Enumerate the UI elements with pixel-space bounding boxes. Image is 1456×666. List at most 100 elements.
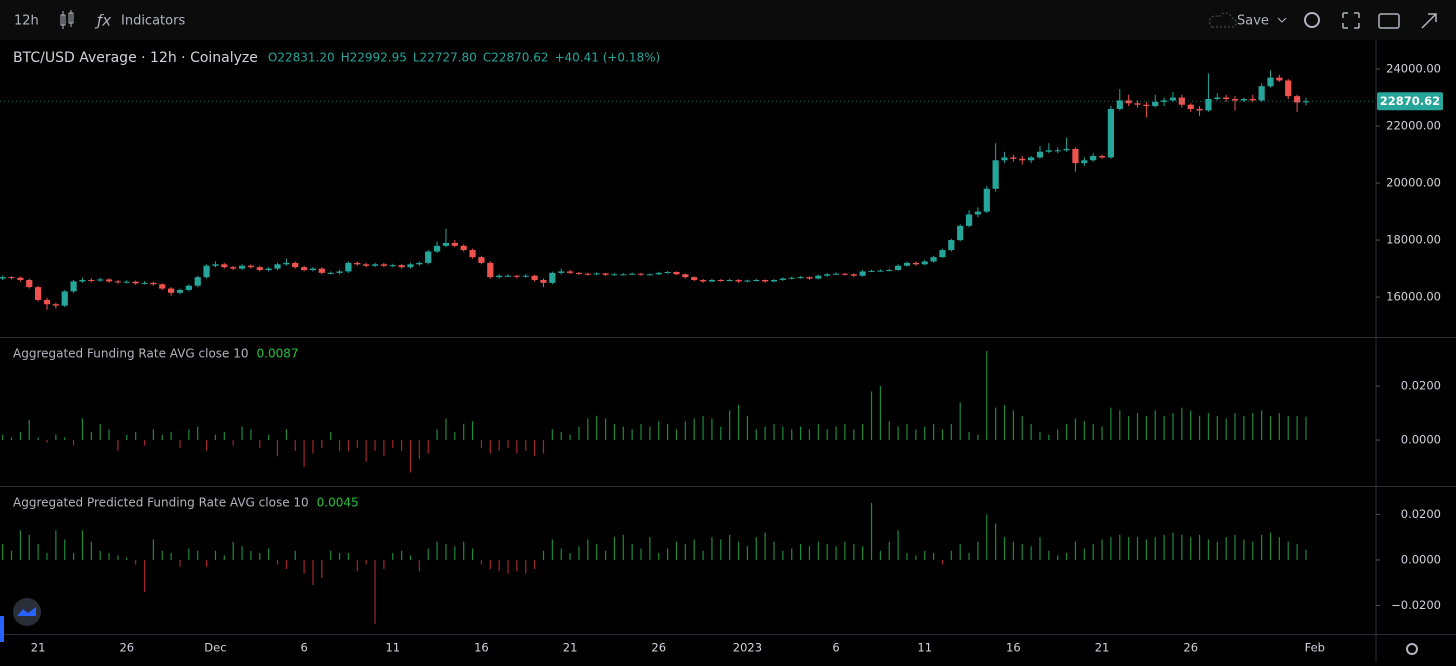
candle-body (992, 160, 999, 189)
candle-body (301, 267, 308, 271)
x-tick-label: 26 (1183, 641, 1198, 655)
candle-body (150, 282, 157, 285)
candle-body (1293, 96, 1301, 103)
indicators-icon[interactable]: ƒx (94, 12, 111, 30)
candle-body (1231, 99, 1239, 101)
legend-ohlc: C22870.62 (483, 51, 549, 65)
candle-body (1125, 100, 1132, 104)
legend-title: BTC/USD Average · 12h · Coinalyze (13, 50, 258, 66)
candle-body (416, 262, 423, 265)
candle-body (726, 279, 733, 281)
plot (2, 502, 1307, 624)
y-tick-label: 18000.00 (1386, 233, 1441, 247)
candle-body (159, 284, 166, 289)
candle-body (1302, 101, 1310, 103)
candle-body (957, 225, 964, 241)
candle-body (309, 268, 317, 271)
settings-icon[interactable] (1304, 12, 1320, 28)
candle-body (930, 257, 937, 262)
candle-body (779, 278, 786, 280)
candle-body (26, 279, 33, 288)
candle-body (815, 275, 822, 279)
candle-body (61, 291, 68, 306)
candle-body (70, 281, 77, 292)
toolbar (0, 0, 1456, 40)
candle-body (850, 274, 857, 276)
candle-body (1187, 104, 1194, 109)
candle-body (903, 262, 911, 266)
candle-body (1045, 150, 1052, 152)
snapshot-icon[interactable] (1378, 13, 1400, 29)
candle-body (620, 274, 627, 276)
candle-body (1240, 99, 1247, 101)
candle-body (1152, 101, 1159, 107)
candle-body (974, 211, 982, 215)
candle-body (141, 282, 148, 284)
candle-body (1001, 157, 1008, 161)
candle-body (1098, 156, 1106, 158)
candle-body (753, 279, 760, 281)
candle-body (948, 240, 955, 251)
x-tick-label: 11 (917, 641, 932, 655)
x-tick-label: 21 (31, 641, 46, 655)
candle-body (433, 245, 441, 252)
candle-body (123, 281, 130, 283)
candle-body (824, 274, 831, 276)
fullscreen-icon[interactable] (1342, 12, 1360, 29)
candle-body (1134, 103, 1141, 105)
candle-body (664, 272, 671, 274)
candle-body (744, 280, 751, 282)
candle-body (1116, 100, 1123, 109)
candle-body (487, 262, 494, 278)
candle-body (593, 273, 600, 275)
logo[interactable] (13, 598, 41, 626)
candle-body (221, 264, 228, 268)
x-tick-label: 16 (474, 641, 489, 655)
candle-body (1258, 86, 1265, 101)
candle-body (460, 245, 467, 251)
candle-body (425, 251, 432, 263)
candle-body (327, 272, 334, 274)
chart-type-icon[interactable] (60, 10, 74, 29)
candle-body (558, 271, 565, 273)
candle-body (1036, 151, 1044, 158)
save-menu-arrow[interactable] (1277, 17, 1287, 23)
candle-body (380, 264, 387, 266)
candle-body (318, 268, 325, 273)
candle-body (1276, 77, 1283, 81)
legend-ohlc: O22831.20 (268, 51, 335, 65)
last-price-tag (1377, 92, 1443, 111)
x-tick-label: 11 (385, 641, 400, 655)
candle-body (1285, 80, 1292, 97)
candle-body (965, 214, 973, 226)
candle-body (1178, 97, 1185, 105)
y-tick-label: 0.0200 (1401, 507, 1441, 521)
candle-body (983, 188, 990, 212)
axis-settings-icon[interactable] (1406, 643, 1418, 655)
candle-body (35, 287, 42, 300)
indicators-button[interactable]: Indicators (121, 14, 185, 29)
legend-value: 0.0045 (317, 496, 359, 510)
y-tick-label: 0.0200 (1401, 379, 1441, 393)
legend-change: +40.41 (+0.18%) (554, 51, 660, 65)
interval-button[interactable]: 12h (14, 14, 39, 29)
candle-body (602, 273, 609, 275)
candle-body (797, 277, 804, 279)
logo-mark (17, 607, 36, 616)
last-price-label: 22870.62 (1380, 94, 1440, 108)
candle-body (247, 265, 255, 268)
candle-body (691, 277, 698, 280)
side-handle[interactable] (0, 616, 4, 642)
candle-body (584, 273, 591, 275)
legend-value: 0.0087 (257, 347, 299, 361)
candle-body (105, 279, 113, 282)
candle-body (788, 277, 795, 279)
share-icon[interactable] (1421, 13, 1437, 29)
candle-body (1214, 97, 1221, 100)
candle-body (0, 277, 6, 279)
candle-body (1107, 108, 1115, 158)
candle-body (1081, 160, 1088, 164)
candle-body (1267, 77, 1274, 87)
candle-body (575, 272, 583, 274)
save-button[interactable]: Save (1237, 14, 1269, 29)
